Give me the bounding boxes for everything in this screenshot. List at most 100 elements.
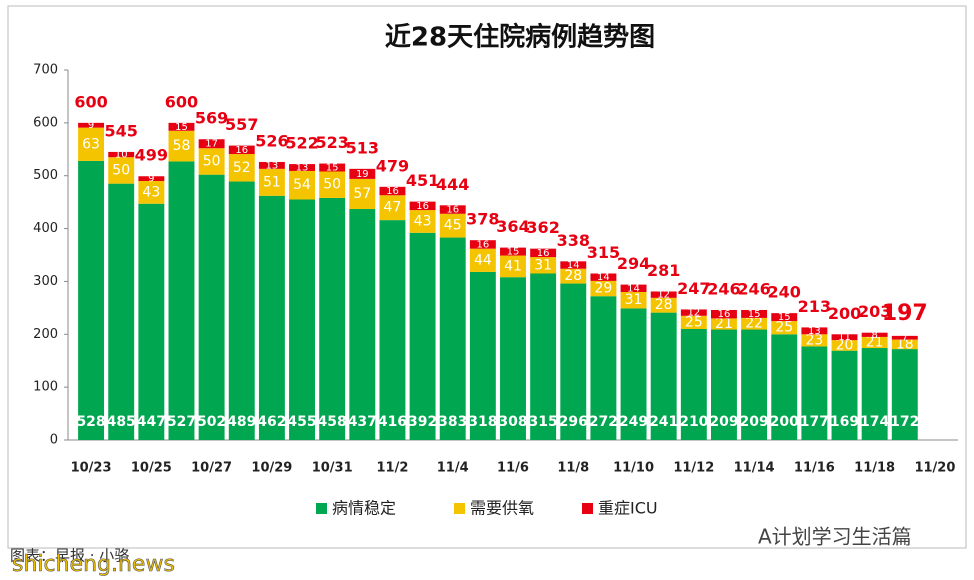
value-label: 308 xyxy=(498,414,527,430)
bar-segment xyxy=(349,168,376,179)
bar-segment xyxy=(439,205,466,214)
bar-segment xyxy=(620,292,647,309)
bar-segment xyxy=(590,296,617,440)
value-label: 41 xyxy=(504,258,522,274)
value-label: 25 xyxy=(685,314,703,330)
bar-segment xyxy=(228,154,255,182)
bar-segment xyxy=(469,248,496,272)
legend-swatch xyxy=(582,503,593,514)
y-tick-label: 100 xyxy=(33,380,58,395)
value-label: 29 xyxy=(594,281,612,297)
bar-segment xyxy=(530,273,557,440)
bar-segment xyxy=(560,261,587,269)
value-label: 447 xyxy=(137,414,166,430)
legend: 病情稳定 需要供氧 重症ICU xyxy=(316,499,658,518)
bar-segment xyxy=(590,273,617,281)
value-label: 318 xyxy=(468,414,497,430)
value-label: 17 xyxy=(205,139,218,150)
value-label: 44 xyxy=(474,252,492,268)
x-tick-label: 10/29 xyxy=(251,461,292,476)
bar-segment xyxy=(680,329,707,440)
bar-segment xyxy=(409,232,436,440)
source: 图表：早报 · 小骆 xyxy=(10,547,129,565)
bar-segment xyxy=(349,178,376,210)
value-label: 11 xyxy=(838,332,851,343)
value-label: 31 xyxy=(534,257,552,273)
value-label: 21 xyxy=(715,316,733,332)
value-label: 485 xyxy=(107,414,136,430)
bar-segment xyxy=(771,334,798,440)
value-label: 177 xyxy=(800,414,829,430)
value-label: 51 xyxy=(263,174,281,190)
bar-segment xyxy=(138,176,165,181)
bar-segment xyxy=(891,349,918,440)
value-label: 50 xyxy=(203,153,221,169)
bar-segment xyxy=(530,257,557,274)
bar-segment xyxy=(168,161,195,440)
bar-segment xyxy=(168,122,195,131)
total-label: 200 xyxy=(828,304,861,323)
total-label: 451 xyxy=(406,171,439,190)
value-label: 21 xyxy=(866,334,884,350)
value-label: 54 xyxy=(293,177,311,193)
total-label: 197 xyxy=(882,301,928,326)
bar-segment xyxy=(198,148,225,175)
total-label: 545 xyxy=(105,121,138,140)
value-label: 9 xyxy=(148,174,154,185)
value-label: 50 xyxy=(112,162,130,178)
bar-segment xyxy=(861,332,888,337)
value-label: 296 xyxy=(559,414,588,430)
legend-label: 重症ICU xyxy=(598,499,658,518)
total-label: 281 xyxy=(647,261,680,280)
value-label: 57 xyxy=(353,186,371,202)
value-label: 437 xyxy=(348,414,377,430)
value-label: 15 xyxy=(748,309,761,320)
value-label: 20 xyxy=(836,337,854,353)
y-tick-label: 300 xyxy=(33,274,58,289)
value-label: 458 xyxy=(318,414,347,430)
x-tick-label: 11/20 xyxy=(914,461,955,476)
value-label: 58 xyxy=(173,138,191,154)
total-label: 246 xyxy=(737,279,770,298)
bar-segment xyxy=(319,197,346,440)
bar-segment xyxy=(289,170,315,200)
bar-segment xyxy=(198,174,225,440)
value-label: 25 xyxy=(775,320,793,336)
bar-segment xyxy=(650,291,677,298)
x-tick-label: 10/25 xyxy=(131,461,172,476)
value-label: 172 xyxy=(890,414,919,430)
value-label: 502 xyxy=(197,414,226,430)
x-tick-label: 10/31 xyxy=(312,461,353,476)
value-label: 43 xyxy=(142,184,160,200)
bar-segment xyxy=(590,280,617,297)
total-label: 523 xyxy=(315,133,348,152)
bar-segment xyxy=(78,122,105,128)
value-label: 16 xyxy=(718,309,731,320)
total-label: 240 xyxy=(768,283,801,302)
value-label: 16 xyxy=(537,248,550,259)
bar-segment xyxy=(500,277,526,440)
bar-segment xyxy=(801,334,828,347)
bar-segment xyxy=(560,283,587,440)
value-label: 16 xyxy=(476,239,489,250)
bar-segment xyxy=(289,164,315,171)
total-label: 362 xyxy=(526,218,559,237)
bar-segment xyxy=(439,213,466,238)
chart-title: 近28天住院病例趋势图 xyxy=(385,22,655,53)
bar-segment xyxy=(379,195,406,221)
value-label: 31 xyxy=(625,292,643,308)
value-label: 13 xyxy=(808,326,821,337)
value-label: 7 xyxy=(902,333,908,344)
value-label: 43 xyxy=(414,213,432,229)
legend-swatch xyxy=(454,503,465,514)
bar-segment xyxy=(741,329,768,440)
value-label: 19 xyxy=(356,169,369,180)
total-label: 203 xyxy=(858,302,891,321)
bar-segment xyxy=(409,201,436,211)
total-label: 513 xyxy=(346,138,379,157)
value-label: 527 xyxy=(167,414,196,430)
bar-segment xyxy=(861,348,888,440)
bar-segment xyxy=(198,139,225,149)
total-label: 600 xyxy=(165,92,198,111)
